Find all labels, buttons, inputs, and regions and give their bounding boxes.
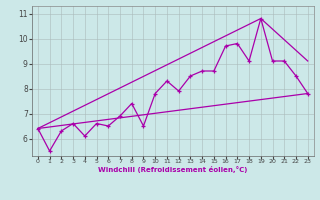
X-axis label: Windchill (Refroidissement éolien,°C): Windchill (Refroidissement éolien,°C): [98, 166, 247, 173]
